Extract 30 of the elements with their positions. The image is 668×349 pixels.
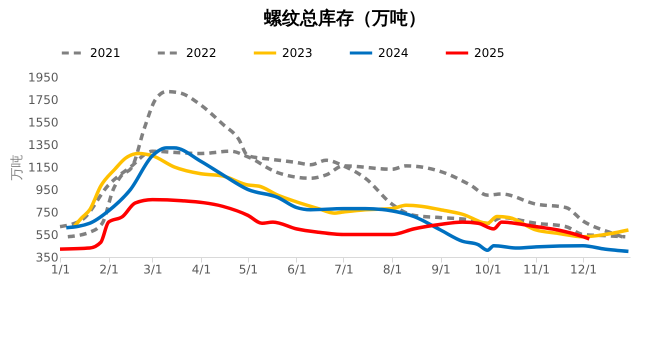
y-tick-label: 1350: [28, 138, 58, 152]
legend-label: 2024: [378, 46, 409, 60]
y-tick-label: 1150: [28, 160, 58, 174]
x-tick-label: 7/1: [334, 262, 354, 276]
y-tick-label: 750: [36, 206, 58, 220]
x-tick-label: 5/1: [238, 262, 258, 276]
y-tick-label: 1550: [28, 116, 58, 130]
x-tick-label: 4/1: [192, 262, 212, 276]
legend-label: 2025: [474, 46, 505, 60]
chart-title: 螺纹总库存（万吨）: [263, 8, 426, 29]
y-tick-label: 1750: [28, 93, 58, 107]
y-axis-title: 万吨: [10, 154, 25, 180]
y-tick-label: 1950: [28, 70, 58, 84]
x-tick-label: 1/1: [50, 262, 70, 276]
legend-label: 2021: [90, 46, 121, 60]
y-tick-label: 550: [36, 228, 58, 242]
x-tick-label: 12/1: [570, 262, 597, 276]
line-series: [64, 146, 630, 254]
x-tick-label: 11/1: [523, 262, 550, 276]
y-tick-label: 950: [36, 183, 58, 197]
x-tick-label: 2/1: [99, 262, 119, 276]
legend-label: 2022: [186, 46, 217, 60]
line-series: [58, 198, 592, 251]
y-tick-label: 350: [36, 250, 58, 264]
x-tick-label: 8/1: [382, 262, 402, 276]
x-tick-label: 9/1: [431, 262, 451, 276]
x-tick-label: 3/1: [143, 262, 163, 276]
legend-label: 2023: [282, 46, 313, 60]
x-tick-label: 6/1: [287, 262, 307, 276]
x-tick-label: 10/1: [474, 262, 502, 276]
